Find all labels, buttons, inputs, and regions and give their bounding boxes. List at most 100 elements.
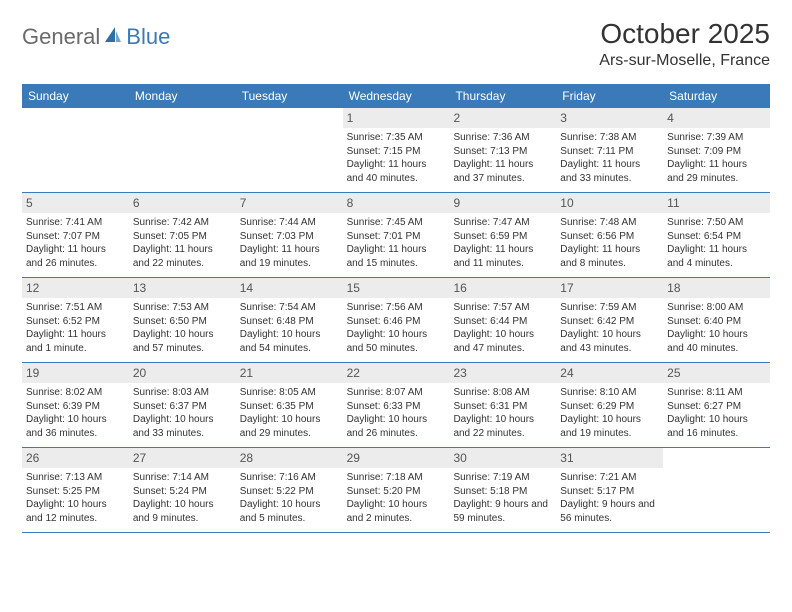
daylight-line: Daylight: 10 hours and 12 minutes. — [26, 498, 125, 525]
day-number: 31 — [556, 448, 663, 468]
sunrise-line: Sunrise: 8:00 AM — [667, 301, 766, 315]
sunrise-line: Sunrise: 7:56 AM — [347, 301, 446, 315]
day-cell-30: 30Sunrise: 7:19 AMSunset: 5:18 PMDayligh… — [449, 448, 556, 532]
weeks-grid: ...1Sunrise: 7:35 AMSunset: 7:15 PMDayli… — [22, 108, 770, 533]
sunrise-line: Sunrise: 8:02 AM — [26, 386, 125, 400]
sunset-line: Sunset: 6:48 PM — [240, 315, 339, 329]
day-cell-22: 22Sunrise: 8:07 AMSunset: 6:33 PMDayligh… — [343, 363, 450, 447]
sunset-line: Sunset: 6:35 PM — [240, 400, 339, 414]
daylight-line: Daylight: 10 hours and 57 minutes. — [133, 328, 232, 355]
day-cell-31: 31Sunrise: 7:21 AMSunset: 5:17 PMDayligh… — [556, 448, 663, 532]
daylight-line: Daylight: 11 hours and 40 minutes. — [347, 158, 446, 185]
sunset-line: Sunset: 5:22 PM — [240, 485, 339, 499]
day-cell-5: 5Sunrise: 7:41 AMSunset: 7:07 PMDaylight… — [22, 193, 129, 277]
day-number: 1 — [343, 108, 450, 128]
sunrise-line: Sunrise: 7:16 AM — [240, 471, 339, 485]
daylight-line: Daylight: 11 hours and 37 minutes. — [453, 158, 552, 185]
sunset-line: Sunset: 5:25 PM — [26, 485, 125, 499]
day-cell-26: 26Sunrise: 7:13 AMSunset: 5:25 PMDayligh… — [22, 448, 129, 532]
weekday-saturday: Saturday — [663, 84, 770, 108]
sunset-line: Sunset: 6:54 PM — [667, 230, 766, 244]
sunset-line: Sunset: 6:29 PM — [560, 400, 659, 414]
sunset-line: Sunset: 5:24 PM — [133, 485, 232, 499]
day-number: 20 — [129, 363, 236, 383]
day-cell-11: 11Sunrise: 7:50 AMSunset: 6:54 PMDayligh… — [663, 193, 770, 277]
logo-sail-icon — [103, 25, 123, 50]
week-row: 12Sunrise: 7:51 AMSunset: 6:52 PMDayligh… — [22, 278, 770, 363]
sunset-line: Sunset: 7:07 PM — [26, 230, 125, 244]
day-number: 8 — [343, 193, 450, 213]
daylight-line: Daylight: 10 hours and 22 minutes. — [453, 413, 552, 440]
daylight-line: Daylight: 11 hours and 33 minutes. — [560, 158, 659, 185]
day-cell-23: 23Sunrise: 8:08 AMSunset: 6:31 PMDayligh… — [449, 363, 556, 447]
sunset-line: Sunset: 6:46 PM — [347, 315, 446, 329]
daylight-line: Daylight: 11 hours and 26 minutes. — [26, 243, 125, 270]
sunrise-line: Sunrise: 7:45 AM — [347, 216, 446, 230]
day-cell-empty: . — [236, 108, 343, 192]
daylight-line: Daylight: 10 hours and 50 minutes. — [347, 328, 446, 355]
day-cell-21: 21Sunrise: 8:05 AMSunset: 6:35 PMDayligh… — [236, 363, 343, 447]
day-number: 17 — [556, 278, 663, 298]
sunrise-line: Sunrise: 7:51 AM — [26, 301, 125, 315]
sunrise-line: Sunrise: 7:50 AM — [667, 216, 766, 230]
sunset-line: Sunset: 5:20 PM — [347, 485, 446, 499]
daylight-line: Daylight: 11 hours and 11 minutes. — [453, 243, 552, 270]
sunset-line: Sunset: 6:37 PM — [133, 400, 232, 414]
sunset-line: Sunset: 7:01 PM — [347, 230, 446, 244]
daylight-line: Daylight: 9 hours and 56 minutes. — [560, 498, 659, 525]
day-number: 6 — [129, 193, 236, 213]
day-cell-empty: . — [129, 108, 236, 192]
day-cell-27: 27 Sunrise: 7:14 AMSunset: 5:24 PMDayligh… — [129, 448, 236, 532]
sunrise-line: Sunrise: 7:44 AM — [240, 216, 339, 230]
sunset-line: Sunset: 6:59 PM — [453, 230, 552, 244]
sunset-line: Sunset: 6:27 PM — [667, 400, 766, 414]
day-cell-2: 2Sunrise: 7:36 AMSunset: 7:13 PMDaylight… — [449, 108, 556, 192]
sunset-line: Sunset: 6:42 PM — [560, 315, 659, 329]
sunrise-line: Sunrise: 7:42 AM — [133, 216, 232, 230]
sunrise-line: Sunrise: 7:13 AM — [26, 471, 125, 485]
day-cell-25: 25Sunrise: 8:11 AMSunset: 6:27 PMDayligh… — [663, 363, 770, 447]
sunrise-line: Sunrise: 8:08 AM — [453, 386, 552, 400]
daylight-line: Daylight: 10 hours and 16 minutes. — [667, 413, 766, 440]
sunrise-line: Sunrise: 8:05 AM — [240, 386, 339, 400]
daylight-line: Daylight: 10 hours and 36 minutes. — [26, 413, 125, 440]
sunrise-line: Sunrise: 7:53 AM — [133, 301, 232, 315]
day-number: 28 — [236, 448, 343, 468]
day-cell-13: 13Sunrise: 7:53 AMSunset: 6:50 PMDayligh… — [129, 278, 236, 362]
day-cell-8: 8 Sunrise: 7:45 AMSunset: 7:01 PMDaylight… — [343, 193, 450, 277]
sunset-line: Sunset: 7:03 PM — [240, 230, 339, 244]
sunset-line: Sunset: 5:18 PM — [453, 485, 552, 499]
day-number: 14 — [236, 278, 343, 298]
daylight-line: Daylight: 11 hours and 19 minutes. — [240, 243, 339, 270]
sunset-line: Sunset: 6:52 PM — [26, 315, 125, 329]
day-cell-4: 4Sunrise: 7:39 AMSunset: 7:09 PMDaylight… — [663, 108, 770, 192]
sunset-line: Sunset: 7:09 PM — [667, 145, 766, 159]
day-number: 15 — [343, 278, 450, 298]
daylight-line: Daylight: 11 hours and 15 minutes. — [347, 243, 446, 270]
daylight-line: Daylight: 10 hours and 26 minutes. — [347, 413, 446, 440]
day-number: 21 — [236, 363, 343, 383]
sunrise-line: Sunrise: 7:39 AM — [667, 131, 766, 145]
sunrise-line: Sunrise: 8:03 AM — [133, 386, 232, 400]
day-number: 16 — [449, 278, 556, 298]
month-title: October 2025 — [599, 18, 770, 50]
day-cell-19: 19Sunrise: 8:02 AMSunset: 6:39 PMDayligh… — [22, 363, 129, 447]
header: General Blue October 2025 Ars-sur-Mosell… — [22, 18, 770, 70]
daylight-line: Daylight: 11 hours and 8 minutes. — [560, 243, 659, 270]
daylight-line: Daylight: 9 hours and 59 minutes. — [453, 498, 552, 525]
sunset-line: Sunset: 6:44 PM — [453, 315, 552, 329]
weekday-wednesday: Wednesday — [343, 84, 450, 108]
weekday-sunday: Sunday — [22, 84, 129, 108]
day-number: 4 — [663, 108, 770, 128]
day-number: 27 — [129, 448, 236, 468]
sunset-line: Sunset: 7:11 PM — [560, 145, 659, 159]
sunset-line: Sunset: 7:15 PM — [347, 145, 446, 159]
sunset-line: Sunset: 5:17 PM — [560, 485, 659, 499]
sunrise-line: Sunrise: 7:14 AM — [133, 471, 232, 485]
day-number: 25 — [663, 363, 770, 383]
daylight-line: Daylight: 10 hours and 9 minutes. — [133, 498, 232, 525]
day-number: 30 — [449, 448, 556, 468]
day-cell-16: 16Sunrise: 7:57 AMSunset: 6:44 PMDayligh… — [449, 278, 556, 362]
sunset-line: Sunset: 6:33 PM — [347, 400, 446, 414]
sunset-line: Sunset: 6:50 PM — [133, 315, 232, 329]
